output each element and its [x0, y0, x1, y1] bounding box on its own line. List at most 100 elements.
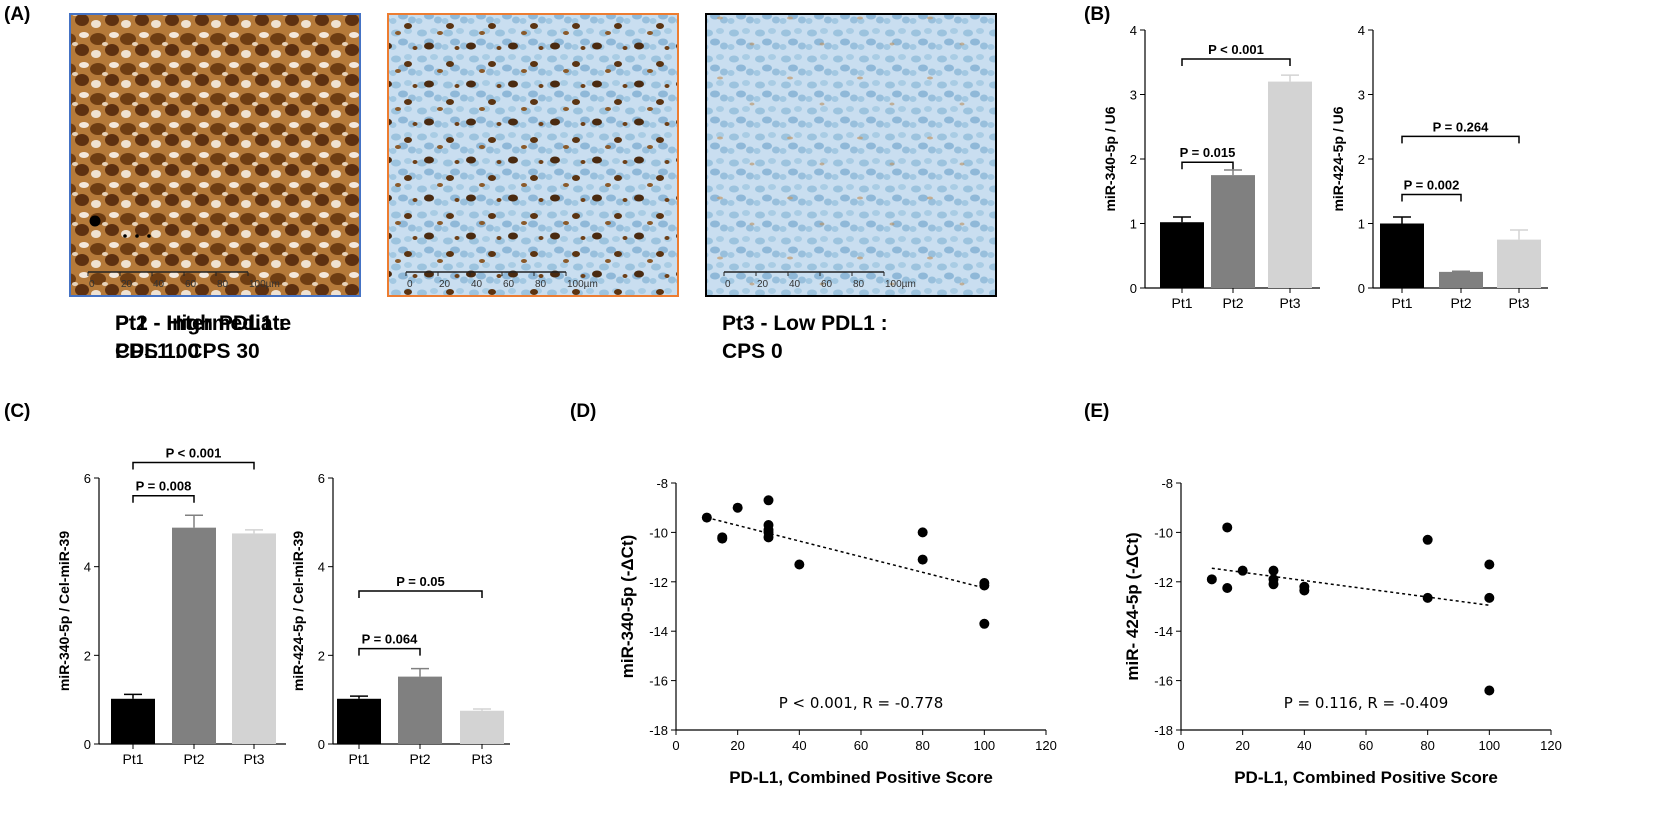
y-tick-label: -10: [1154, 525, 1173, 540]
x-tick-label: Pt1: [122, 751, 143, 767]
image-border: [387, 13, 679, 297]
scale-bar-label: 100µm: [567, 279, 598, 290]
scale-bar-label: 60: [185, 279, 197, 290]
scale-bar-label: 100µm: [885, 279, 916, 290]
bar-pt3: [232, 533, 276, 744]
p-value-label: P < 0.001: [1208, 42, 1264, 57]
data-point: [979, 580, 990, 591]
bar-pt3: [460, 710, 504, 744]
scale-bar-label: 40: [789, 279, 801, 290]
scale-bar-label: 20: [121, 279, 133, 290]
data-point: [979, 618, 990, 629]
data-point: [1237, 565, 1248, 576]
significance-bracket: [1401, 193, 1462, 202]
x-tick-label: Pt3: [1508, 295, 1529, 311]
histology-panels: 0 20 40 60 80 100µm Pt1 - High PDL1 : CPS 100 0 2…: [69, 13, 997, 363]
y-tick-label: -12: [649, 575, 668, 590]
x-tick-label: 60: [1359, 738, 1373, 753]
p-value-label: P < 0.001: [166, 445, 222, 460]
marker-dot: [89, 215, 101, 227]
y-tick-label: -8: [656, 476, 668, 491]
data-point: [1484, 592, 1495, 603]
data-point: [917, 554, 928, 565]
histology-image-2: 0 20 40 60 80 100µm Pt2 - Intermediate PDL1 : C…: [115, 13, 679, 363]
bar-pt3: [1497, 239, 1541, 288]
bar-pt1: [1160, 222, 1204, 288]
x-axis-label: PD-L1, Combined Positive Score: [1234, 768, 1498, 787]
histology-caption-line2: CPS 100: [115, 340, 199, 363]
y-tick-label: -16: [1154, 674, 1173, 689]
scale-bar-label: 60: [503, 279, 515, 290]
y-tick-label: 6: [318, 471, 325, 486]
y-tick-label: -10: [649, 525, 668, 540]
data-point: [1484, 559, 1495, 570]
y-tick-label: -14: [1154, 624, 1173, 639]
y-axis-label: miR- 424-5p (-ΔCt): [1123, 532, 1142, 680]
panel-label-c: (C): [4, 401, 30, 422]
scale-bar-label: 100µm: [249, 279, 280, 290]
p-value-label: P = 0.015: [1180, 145, 1236, 160]
chart-c-mir424-celmir39: 0 2 4 6 Pt1 Pt2 Pt3 P = 0.064 P = 0.05 miR-424-5p…: [290, 471, 510, 767]
y-axis-label: miR-424-5p / Cel-miR-39: [290, 531, 306, 691]
significance-bracket: [132, 461, 255, 470]
y-axis-label: miR-424-5p / U6: [1330, 106, 1346, 211]
scale-bar-label: 60: [821, 279, 833, 290]
significance-bracket: [1401, 135, 1520, 144]
scale-bar-label: 80: [217, 279, 229, 290]
y-tick-label: 1: [1130, 217, 1137, 232]
histology-caption-line1: Pt2 - Intermediate: [115, 312, 291, 335]
y-tick-label: 2: [1130, 152, 1137, 167]
y-axis-label: miR-340-5p / Cel-miR-39: [56, 531, 72, 691]
x-tick-label: Pt3: [471, 751, 492, 767]
y-tick-label: 4: [84, 560, 91, 575]
panel-label-e: (E): [1084, 401, 1109, 422]
trend-line: [1211, 567, 1490, 607]
scale-bar-label: 20: [757, 279, 769, 290]
y-tick-label: 6: [84, 471, 91, 486]
y-tick-label: -8: [1161, 476, 1173, 491]
image-border: [705, 13, 997, 297]
image-border: [69, 13, 361, 297]
bar-pt1: [1380, 223, 1424, 288]
x-tick-label: 40: [792, 738, 806, 753]
bar-pt1: [111, 698, 155, 744]
data-point: [1268, 565, 1279, 576]
data-point: [717, 533, 728, 544]
y-axis-label: miR-340-5p (-ΔCt): [618, 535, 637, 679]
chart-b-mir340-u6: 0 1 2 3 4 Pt1 Pt2 Pt3 P = 0.015 P < 0.001 miR-340-…: [1102, 23, 1320, 311]
significance-bracket: [1181, 58, 1291, 67]
y-tick-label: 4: [1130, 23, 1137, 38]
marker-dot: [135, 234, 139, 238]
data-point: [794, 559, 805, 570]
chart-e-scatter-mir424: -8 -10 -12 -14 -16 -18 0 20 40 60 80 100 120 P = 0.11…: [1123, 476, 1562, 787]
tissue-stain: [387, 13, 679, 297]
scale-bar-label: 0: [407, 279, 413, 290]
x-tick-label: 40: [1297, 738, 1311, 753]
x-tick-label: Pt2: [409, 751, 430, 767]
significance-bracket: [1181, 161, 1234, 170]
scale-bar-label: 0: [725, 279, 731, 290]
y-tick-label: -16: [649, 674, 668, 689]
p-value-label: P = 0.002: [1404, 177, 1460, 192]
histology-image-1: 0 20 40 60 80 100µm Pt1 - High PDL1 : CPS 100: [69, 13, 361, 363]
panel-label-d: (D): [570, 401, 596, 422]
x-tick-label: 0: [672, 738, 679, 753]
x-tick-label: 0: [1177, 738, 1184, 753]
histology-caption-line2: PDL1 : CPS 30: [115, 340, 260, 363]
data-point: [1299, 585, 1310, 596]
p-value-label: P = 0.264: [1433, 119, 1490, 134]
x-tick-label: 120: [1540, 738, 1562, 753]
x-tick-label: 60: [854, 738, 868, 753]
p-value-label: P = 0.008: [136, 479, 192, 494]
x-tick-label: Pt1: [1391, 295, 1412, 311]
y-tick-label: 4: [318, 560, 325, 575]
chart-b-mir424-u6: 0 1 2 3 4 Pt1 Pt2 Pt3 P = 0.002 P = 0.264 miR-424-…: [1330, 23, 1548, 311]
panel-label-a: (A): [4, 4, 30, 25]
y-tick-label: 3: [1358, 88, 1365, 103]
y-tick-label: 2: [318, 648, 325, 663]
p-value-label: P = 0.064: [362, 632, 419, 647]
scale-bar-label: 40: [153, 279, 165, 290]
y-tick-label: -12: [1154, 575, 1173, 590]
x-tick-label: Pt3: [1279, 295, 1300, 311]
histology-caption-line1: Pt1 - High PDL1 :: [115, 312, 285, 335]
